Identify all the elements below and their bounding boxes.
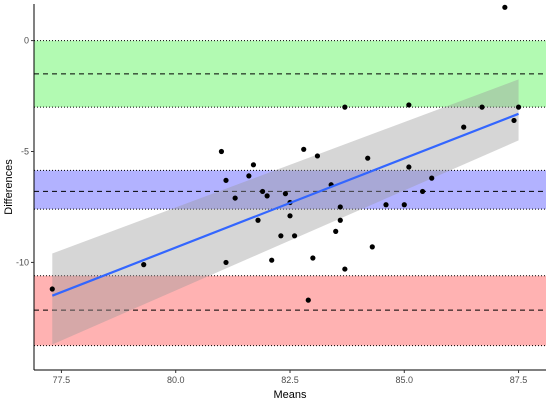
- data-point: [337, 217, 343, 223]
- x-tick-label: 82.5: [281, 375, 299, 385]
- data-point: [250, 162, 257, 168]
- data-point: [141, 262, 147, 268]
- data-point: [502, 4, 508, 10]
- bands-layer: [34, 40, 546, 347]
- data-point: [383, 202, 389, 208]
- data-point: [314, 153, 321, 159]
- data-point: [310, 255, 316, 261]
- data-point: [291, 233, 298, 239]
- data-point: [337, 204, 343, 210]
- data-point: [259, 188, 266, 195]
- data-point: [515, 104, 522, 110]
- data-point: [301, 146, 307, 152]
- data-point: [365, 155, 371, 161]
- data-point: [282, 191, 289, 197]
- data-point: [246, 173, 252, 179]
- data-point: [305, 297, 311, 303]
- data-point: [264, 193, 270, 199]
- data-point: [223, 177, 229, 183]
- data-point: [419, 188, 426, 195]
- confidence-band: [52, 79, 519, 345]
- x-tick-label: 77.5: [53, 375, 71, 385]
- data-point: [401, 202, 407, 208]
- y-tick-label: -5: [21, 147, 29, 157]
- data-point: [406, 102, 412, 108]
- x-tick-label: 87.5: [510, 375, 528, 385]
- data-point: [342, 104, 348, 110]
- data-point: [232, 195, 238, 201]
- data-point: [369, 244, 375, 250]
- data-point: [479, 104, 485, 110]
- data-point: [461, 124, 467, 130]
- y-tick-label: 0: [24, 36, 29, 46]
- fit-layer: [51, 112, 519, 297]
- x-tick-label: 80.0: [167, 375, 185, 385]
- data-point: [511, 117, 517, 124]
- band-lower: [34, 275, 546, 346]
- points-layer: [49, 4, 522, 303]
- data-point: [49, 286, 55, 292]
- data-point: [223, 259, 229, 266]
- data-point: [406, 164, 412, 170]
- ci-layer: [52, 79, 519, 345]
- data-point: [342, 266, 348, 272]
- ticks-layer: 77.5 80.0 82.5 85.0 87.5 0 -5 -10: [16, 36, 527, 385]
- regression-line: [51, 112, 519, 297]
- data-point: [255, 217, 261, 223]
- data-point: [218, 148, 225, 155]
- data-point: [287, 213, 293, 219]
- data-point: [333, 228, 339, 234]
- data-point: [429, 175, 435, 181]
- y-axis-title: Differences: [3, 159, 15, 215]
- data-point: [269, 257, 275, 263]
- data-point: [278, 233, 284, 239]
- x-tick-label: 85.0: [396, 375, 414, 385]
- y-tick-label: -10: [16, 257, 29, 267]
- x-axis-title: Means: [273, 389, 307, 401]
